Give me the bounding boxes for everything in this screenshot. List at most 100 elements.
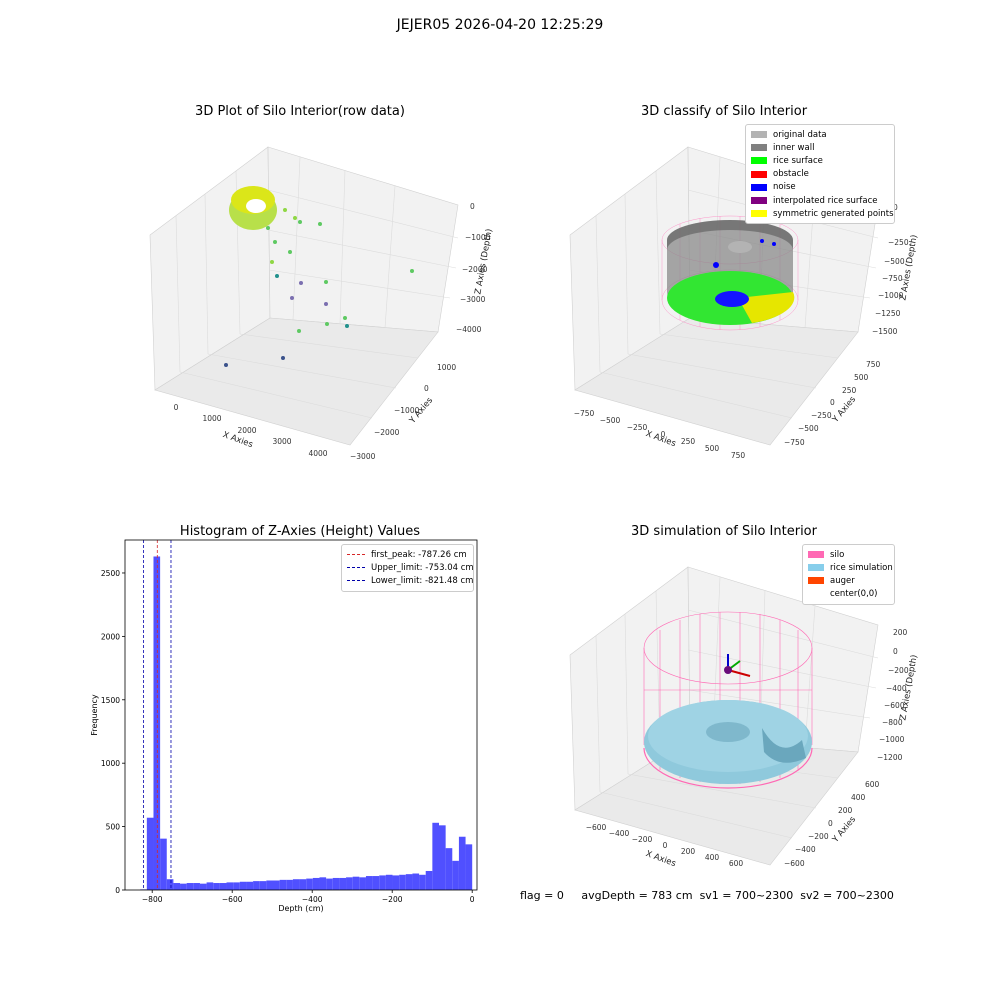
histogram-bar: [286, 879, 293, 890]
panel2-point-cloud: [661, 215, 799, 331]
status-sv1: sv1 = 700~2300: [699, 889, 794, 902]
panel1-xtick: 1000: [202, 414, 221, 423]
panel1-xtick: 2000: [237, 426, 256, 435]
panel2-xtick: 0: [661, 430, 666, 439]
histogram-bar: [253, 881, 260, 890]
legend-label: symmetric generated points: [773, 208, 894, 219]
histogram-bar: [173, 883, 181, 890]
histogram-ytick-label: 1500: [101, 696, 120, 705]
histogram-bars: [140, 556, 473, 890]
panel2-ytick: −500: [798, 424, 819, 433]
legend-label: interpolated rice surface: [773, 195, 878, 206]
histogram-plot: −800 −600 −400 −200 0 0 500 1000 1500 2000 2500 D…: [90, 539, 478, 913]
panel4-ztick: −1000: [879, 735, 905, 744]
panel4-xtick: 0: [663, 841, 668, 850]
panel4-xtick: 200: [681, 847, 696, 856]
legend-label: obstacle: [773, 169, 809, 180]
legend-line: [347, 554, 365, 556]
panel2-legend: original data inner wall rice surface ob…: [745, 124, 895, 225]
histogram-bar: [339, 877, 347, 890]
panel4-ztick: −1200: [877, 753, 903, 762]
legend-swatch: [751, 183, 767, 191]
panel4-title: 3D simulation of Silo Interior: [631, 524, 817, 539]
histogram-bar: [445, 848, 453, 890]
panel2-xtick: −500: [600, 416, 621, 425]
histogram-ylabel: Frequency: [90, 694, 99, 736]
panel1-ztick: −3000: [460, 295, 486, 304]
histogram-bar: [146, 817, 154, 890]
legend-label: rice surface: [773, 155, 823, 166]
histogram-bar: [299, 879, 307, 890]
panel1-ytick: −1000: [394, 406, 420, 415]
legend-item: obstacle: [751, 168, 889, 181]
panel4-ztick: 200: [893, 628, 908, 637]
panel1-xtick: 0: [174, 403, 179, 412]
panel2-ztick: −1000: [878, 291, 904, 300]
histogram-xtick-label: −800: [142, 895, 163, 904]
histogram-bar: [346, 877, 353, 890]
panel2-pane-floor: [574, 317, 859, 446]
histogram-bar: [412, 873, 420, 890]
panel1-ztick: 0: [470, 202, 475, 211]
histogram-bar: [213, 883, 220, 890]
histogram-x-ticks: −800 −600 −400 −200 0: [142, 890, 475, 904]
panel4-ylabel: Y Axies: [830, 814, 858, 845]
legend-label: auger: [830, 575, 855, 586]
histogram-bar: [233, 882, 240, 890]
histogram-legend: first_peak: -787.26 cm Upper_limit: -753…: [341, 544, 474, 592]
histogram-bar: [206, 882, 214, 890]
legend-swatch: [751, 210, 767, 218]
legend-item: inner wall: [751, 141, 889, 154]
panel4-legend: silo rice simulation auger center(0,0): [802, 544, 895, 605]
status-flag: flag = 0: [520, 889, 564, 902]
legend-item: silo: [808, 548, 889, 561]
histogram-bar: [365, 876, 373, 890]
panel4-ztick: 0: [893, 647, 898, 656]
legend-item: first_peak: -787.26 cm: [347, 548, 468, 561]
histogram-bar: [372, 876, 380, 890]
panel2-ztick: −1500: [872, 327, 898, 336]
legend-swatch: [808, 551, 824, 559]
histogram-bar: [246, 881, 254, 890]
status-avg-depth: avgDepth = 783 cm: [581, 889, 693, 902]
legend-item: noise: [751, 181, 889, 194]
histogram-ytick-label: 0: [115, 886, 120, 895]
panel1-ztick: −1000: [465, 233, 491, 242]
histogram-xtick-label: 0: [470, 895, 475, 904]
panel2-xtick: 500: [705, 444, 720, 453]
legend-label: first_peak: -787.26 cm: [371, 549, 467, 560]
panel2-ztick: −500: [884, 257, 905, 266]
histogram-bar: [239, 881, 247, 890]
panel2-ytick: 250: [842, 386, 857, 395]
legend-item: Upper_limit: -753.04 cm: [347, 561, 474, 574]
panel1-pane-floor: [154, 317, 439, 446]
legend-label: original data: [773, 129, 827, 140]
panel1-point-cloud: [224, 186, 414, 367]
panel1-3d-axes: 0 1000 2000 3000 4000 1000 0 −1000 −2000…: [149, 146, 495, 461]
histogram-bar: [219, 883, 227, 890]
legend-label: noise: [773, 182, 796, 193]
panel4-ytick: 200: [838, 806, 853, 815]
histogram-bar: [452, 860, 459, 890]
legend-swatch: [751, 144, 767, 152]
panel4-ytick: −400: [795, 845, 816, 854]
legend-swatch: [751, 157, 767, 165]
legend-label: Upper_limit: -753.04 cm: [371, 562, 474, 573]
panel4-ztick: −200: [888, 666, 909, 675]
histogram-bar: [465, 844, 473, 890]
figure-suptitle: JEJER05 2026-04-20 12:25:29: [396, 17, 604, 33]
histogram-bar: [166, 879, 174, 890]
histogram-bar: [312, 877, 320, 890]
histogram-xtick-label: −200: [382, 895, 403, 904]
panel2-xtick: −250: [627, 423, 648, 432]
legend-swatch: [808, 591, 824, 598]
legend-label: center(0,0): [830, 589, 878, 600]
status-sv2: sv2 = 700~2300: [800, 889, 894, 902]
panel4-ytick: 600: [865, 780, 880, 789]
histogram-bar: [392, 875, 400, 890]
histogram-bar: [399, 874, 406, 890]
legend-item: Lower_limit: -821.48 cm: [347, 574, 473, 587]
legend-label: Lower_limit: -821.48 cm: [371, 575, 474, 586]
panel1-ytick: 0: [424, 384, 429, 393]
panel2-ytick: −250: [811, 411, 832, 420]
